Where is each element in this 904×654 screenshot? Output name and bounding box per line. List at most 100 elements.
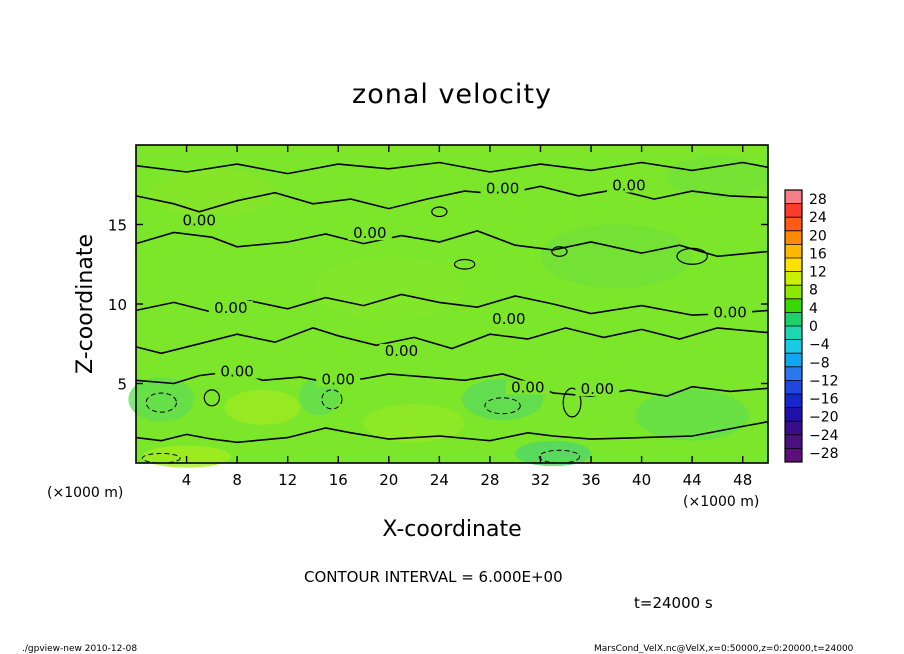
contour-label-bg-3	[606, 178, 651, 193]
contour-label-bg-8	[215, 364, 260, 379]
colorbar-tick-2: 20	[809, 228, 827, 244]
contour-line-6	[135, 161, 769, 175]
y-tick-label-1: 10	[108, 296, 127, 314]
x-tick-label-2: 12	[278, 471, 297, 489]
time-label: t=24000 s	[634, 594, 713, 612]
contour-interval-note: CONTOUR INTERVAL = 6.000E+00	[304, 568, 563, 586]
colorbar-swatch-1	[785, 203, 802, 218]
colorbar-swatch-4	[785, 244, 802, 259]
contour-label-bg-11	[575, 382, 620, 397]
contour-line-5	[135, 185, 769, 213]
shade-blob-8	[312, 256, 465, 320]
closed-contour-0	[203, 389, 221, 407]
contour-label-bg-6	[708, 305, 753, 320]
contour-label-bg-2	[480, 181, 525, 196]
negative-contour-0	[145, 392, 177, 413]
contour-label-6: 0.00	[713, 304, 746, 322]
colorbar-swatch-11	[785, 339, 802, 354]
x-unit-label: (×1000 m)	[683, 494, 759, 510]
contour-label-7: 0.00	[385, 342, 418, 360]
x-tick-label-11: 48	[733, 471, 752, 489]
contour-label-10: 0.00	[511, 378, 544, 396]
footer-left: ./gpview-new 2010-12-08	[22, 644, 137, 654]
colorbar-swatch-13	[785, 366, 802, 381]
x-tick-label-1: 8	[232, 471, 242, 489]
colorbar-swatch-18	[785, 434, 802, 449]
y-tick-label-0: 5	[117, 376, 127, 394]
contour-label-bg-0	[177, 213, 222, 228]
chart-title: zonal velocity	[352, 79, 552, 110]
footer-right: MarsCond_VelX.nc@VelX,x=0:50000,z=0:2000…	[594, 644, 854, 654]
x-tick-label-8: 36	[581, 471, 600, 489]
contour-label-bg-7	[379, 343, 424, 358]
colorbar-swatch-6	[785, 271, 802, 286]
shade-blob-10	[148, 168, 276, 217]
shade-blob-9	[540, 224, 693, 289]
colorbar-tick-5: 8	[809, 283, 818, 299]
shade-blob-1	[299, 377, 340, 416]
shade-blob-6	[363, 404, 465, 443]
x-ticks: 4 8 12 16 20 24 28 32 36 40 44 48	[182, 145, 752, 489]
contour-line-2	[135, 327, 769, 355]
contour-labels: 0.00 0.00 0.00 0.00 0.00 0.00 0.00 0.00 0.00 0.00…	[177, 177, 753, 398]
shade-blob-3	[515, 440, 592, 467]
colorbar-tick-8: −4	[809, 337, 830, 353]
colorbar-swatch-9	[785, 312, 802, 327]
colorbar-tick-3: 16	[809, 246, 827, 262]
contour-label-9: 0.00	[322, 371, 355, 389]
x-tick-label-4: 20	[379, 471, 398, 489]
colorbar-swatch-7	[785, 285, 802, 300]
colorbar-swatch-5	[785, 258, 802, 273]
x-tick-label-10: 44	[683, 471, 702, 489]
colorbar-tick-0: 28	[809, 192, 827, 208]
contour-label-8: 0.00	[220, 363, 253, 381]
colorbar-tick-10: −12	[809, 373, 839, 389]
shade-blob-11	[666, 156, 768, 198]
x-tick-label-9: 40	[632, 471, 651, 489]
x-tick-label-5: 24	[430, 471, 449, 489]
closed-contour-2	[431, 206, 448, 218]
contour-label-bg-1	[347, 226, 392, 241]
colorbar-swatch-3	[785, 230, 802, 245]
colorbar-swatch-14	[785, 380, 802, 395]
x-tick-label-7: 32	[531, 471, 550, 489]
x-tick-label-6: 28	[480, 471, 499, 489]
colorbar-tick-6: 4	[809, 301, 818, 317]
colorbar-tick-12: −20	[809, 410, 839, 426]
contour-label-bg-5	[486, 312, 531, 327]
closed-contour-1	[562, 387, 582, 418]
contour-label-3: 0.00	[612, 177, 645, 195]
colorbar-swatch-10	[785, 326, 802, 341]
colorbar-swatch-16	[785, 407, 802, 422]
y-unit-label: (×1000 m)	[47, 485, 123, 501]
colorbar-tick-13: −24	[809, 428, 839, 444]
negative-contour-3	[538, 449, 581, 464]
colorbar-swatch-0	[785, 190, 802, 205]
shade-blob-0	[128, 377, 195, 422]
colorbar-tick-7: 0	[809, 319, 818, 335]
colorbar-tick-4: 12	[809, 265, 827, 281]
y-tick-label-2: 15	[108, 217, 127, 235]
contour-label-2: 0.00	[486, 180, 519, 198]
y-axis-title: Z-coordinate	[73, 234, 98, 374]
closed-contour-5	[551, 246, 568, 257]
contour-line-0	[135, 420, 769, 444]
colorbar-tick-14: −28	[809, 446, 839, 462]
contour-line-4	[135, 230, 769, 258]
colorbar-tick-1: 24	[809, 210, 827, 226]
closed-contour-3	[676, 247, 708, 265]
contour-label-0: 0.00	[182, 212, 215, 230]
colorbar-swatch-8	[785, 298, 802, 313]
negative-contour-1	[321, 389, 343, 410]
contour-label-bg-9	[316, 372, 361, 387]
contour-label-11: 0.00	[581, 380, 614, 398]
contour-label-bg-10	[505, 380, 550, 395]
colorbar-swatch-17	[785, 421, 802, 436]
closed-contour-4	[453, 258, 476, 270]
x-tick-label-0: 4	[182, 471, 192, 489]
shade-blob-7	[635, 389, 750, 441]
colorbar-swatch-19	[785, 448, 802, 463]
colorbar-swatch-15	[785, 394, 802, 409]
x-tick-label-3: 16	[329, 471, 348, 489]
